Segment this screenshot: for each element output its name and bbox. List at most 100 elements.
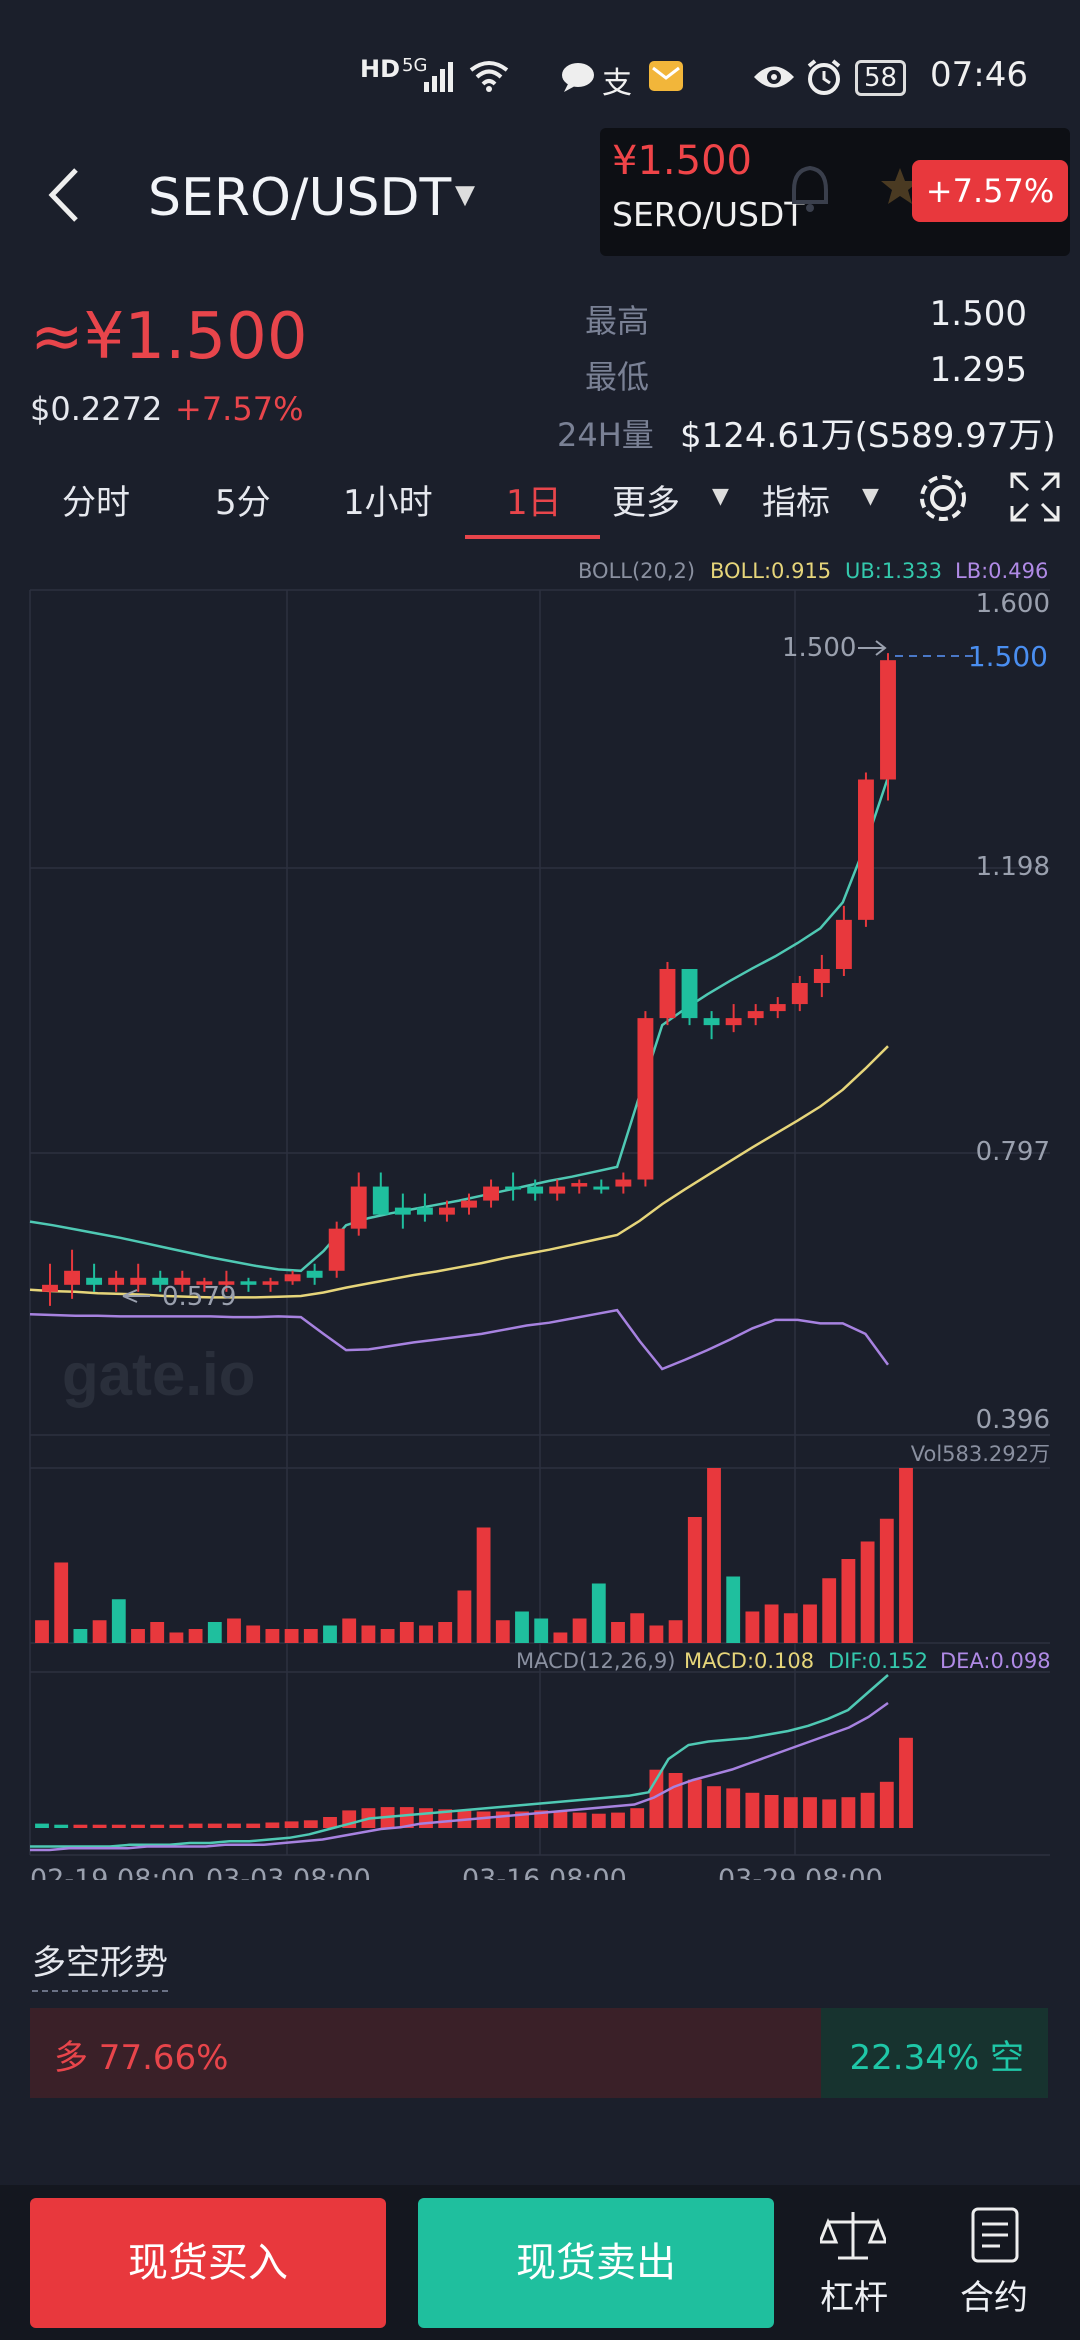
macd-value: MACD:0.108: [684, 1649, 814, 1673]
tab-1hour[interactable]: 1小时: [343, 483, 433, 523]
price-change: +7.57%: [175, 390, 304, 428]
expand-icon: [1010, 472, 1060, 522]
volume-bar: [380, 1629, 395, 1643]
leverage-icon[interactable]: [817, 2208, 889, 2268]
arrow-left-icon: [122, 1289, 150, 1303]
macd-bar: [73, 1824, 88, 1828]
fullscreen-button[interactable]: [1010, 472, 1060, 526]
candle-body: [505, 1186, 522, 1190]
lb-value: LB:0.496: [955, 559, 1048, 583]
candle-body: [306, 1270, 323, 1278]
volume-value: $124.61万(S589.97万): [680, 416, 1056, 456]
candle-body: [571, 1183, 588, 1187]
candle-body: [64, 1270, 80, 1285]
volume-bar: [803, 1604, 817, 1643]
boll-lower-line: [29, 1308, 890, 1371]
volume-bar: [246, 1625, 261, 1643]
candle-body: [350, 1186, 367, 1229]
high-label: 最高: [585, 302, 650, 340]
macd-bar: [707, 1786, 721, 1828]
contract-icon[interactable]: [970, 2206, 1020, 2268]
alarm-icon: [805, 58, 843, 104]
volume-bar: [495, 1620, 510, 1643]
spot-sell-button[interactable]: 现货卖出: [418, 2198, 774, 2328]
volume-bar: [73, 1629, 88, 1643]
x-label-4: 03-29 08:00: [718, 1864, 883, 1880]
pair-title[interactable]: SERO/USDT: [148, 168, 452, 228]
tab-1day[interactable]: 1日: [506, 483, 562, 523]
macd-name: MACD(12,26,9): [516, 1649, 676, 1673]
ticker-pair: SERO/USDT: [612, 195, 805, 234]
volume-label: 24H量: [557, 416, 654, 454]
bell-icon: [780, 160, 840, 224]
contract-label[interactable]: 合约: [960, 2278, 1028, 2318]
candle-body: [416, 1207, 433, 1215]
volume-bar: [745, 1611, 760, 1643]
macd-bar: [745, 1792, 760, 1828]
boll-mid-line: [29, 1045, 889, 1299]
macd-bar: [783, 1797, 798, 1828]
signal-icon: [422, 58, 462, 102]
volume-bar: [92, 1620, 107, 1643]
battery-indicator: 58: [855, 60, 907, 96]
candle-body: [284, 1274, 301, 1282]
kline-chart[interactable]: gate.io BOLL(20,2) BOLL:0.915 UB:1.333 L…: [0, 550, 1080, 1880]
volume-bar: [764, 1604, 779, 1643]
macd-bar: [169, 1824, 184, 1828]
macd-bar: [879, 1781, 894, 1828]
wifi-icon: [468, 58, 510, 102]
caret-down-icon[interactable]: ▼: [455, 180, 475, 210]
low-value: 1.295: [929, 350, 1027, 390]
boll-name: BOLL(20,2): [578, 559, 695, 583]
macd-bar: [495, 1811, 510, 1828]
boll-value: BOLL:0.915: [710, 559, 831, 583]
candle-body: [791, 983, 808, 1005]
macd-bar: [227, 1823, 241, 1828]
sentiment-title: 多空形势: [32, 1935, 168, 1992]
dif-line: [30, 1674, 889, 1848]
usd-price: $0.2272: [30, 390, 163, 428]
candle-body: [637, 1018, 654, 1180]
boll-upper-line: [29, 777, 890, 1273]
volume-bar: [399, 1622, 414, 1643]
dif-value: DIF:0.152: [828, 1649, 928, 1673]
candle-body: [659, 968, 676, 1019]
volume-bar: [841, 1559, 856, 1643]
hd-indicator: HD: [360, 55, 401, 83]
mail-icon: [648, 60, 684, 100]
candle-body: [681, 968, 698, 1019]
back-button[interactable]: [40, 160, 90, 230]
macd-bar: [611, 1812, 625, 1828]
last-price-label: 1.500: [782, 633, 856, 663]
candle-body: [593, 1186, 610, 1190]
dea-line: [30, 1701, 889, 1852]
tab-indicators[interactable]: 指标: [762, 483, 830, 523]
candle-body: [549, 1186, 566, 1194]
volume-bar: [207, 1622, 222, 1643]
volume-bar: [54, 1562, 69, 1643]
volume-bar: [227, 1618, 241, 1643]
macd-bar: [630, 1808, 645, 1828]
volume-bar: [534, 1618, 549, 1643]
candle-body: [615, 1179, 632, 1187]
volume-bar: [899, 1468, 913, 1643]
tab-timeline[interactable]: 分时: [62, 483, 130, 523]
macd-bar: [764, 1795, 779, 1828]
high-value: 1.500: [929, 294, 1027, 334]
candle-body: [527, 1186, 544, 1194]
leverage-label[interactable]: 杠杆: [820, 2278, 888, 2318]
tab-5min[interactable]: 5分: [215, 483, 271, 523]
spot-buy-button[interactable]: 现货买入: [30, 2198, 386, 2328]
y-label-4: 0.396: [976, 1405, 1050, 1435]
chevron-left-icon: [48, 168, 78, 222]
short-ratio-fill: [820, 2008, 1048, 2098]
volume-bar: [169, 1632, 184, 1643]
tab-more[interactable]: 更多: [612, 483, 680, 523]
y-label-2: 1.198: [976, 852, 1050, 882]
candle-body: [858, 779, 874, 920]
macd-bar: [399, 1807, 414, 1828]
settings-button[interactable]: [915, 470, 971, 530]
star-icon: [880, 166, 920, 210]
low-marker: 0.579: [162, 1282, 236, 1312]
x-label-3: 03-16 08:00: [462, 1864, 627, 1880]
